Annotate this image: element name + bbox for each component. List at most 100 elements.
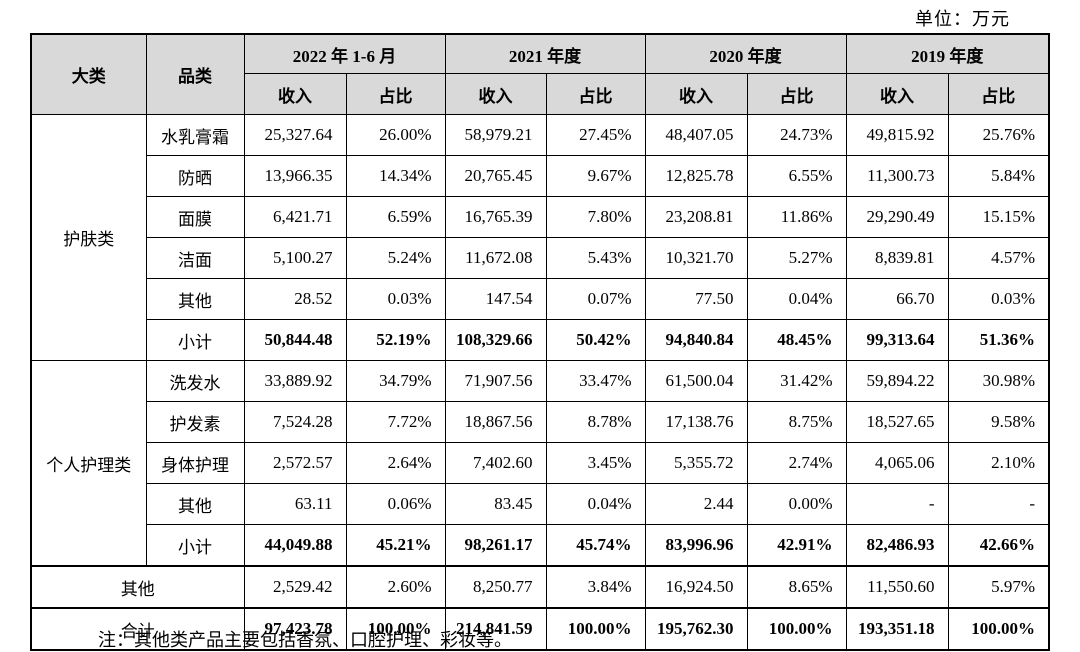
header-share: 占比 <box>345 73 446 115</box>
row-label-cell: 合计 <box>30 607 245 651</box>
major-category-cell: 个人护理类 <box>30 360 147 567</box>
unit-label: 单位：万元 <box>915 9 1010 29</box>
value-cell: 2.74% <box>746 442 847 484</box>
value-cell: 44,049.88 <box>243 524 347 567</box>
value-cell: 5.97% <box>947 565 1050 609</box>
value-cell: 16,924.50 <box>644 565 748 609</box>
value-cell: 50,844.48 <box>243 319 347 361</box>
row-label-cell: 其他 <box>145 483 245 525</box>
value-cell: 147.54 <box>444 278 547 320</box>
value-cell: 9.58% <box>947 401 1050 443</box>
value-cell: 11,672.08 <box>444 237 547 279</box>
header-revenue: 收入 <box>444 73 547 115</box>
header-period-2020: 2020 年度 <box>644 33 847 74</box>
value-cell: 63.11 <box>243 483 347 525</box>
value-cell: 25,327.64 <box>243 114 347 156</box>
value-cell: 48.45% <box>746 319 847 361</box>
row-label-cell: 水乳膏霜 <box>145 114 245 156</box>
table-row: 个人护理类 洗发水 33,889.92 34.79% 71,907.56 33.47% 61… <box>30 360 1050 567</box>
value-cell: 2,572.57 <box>243 442 347 484</box>
value-cell: 7.72% <box>345 401 446 443</box>
value-cell: 18,527.65 <box>845 401 949 443</box>
value-cell: 29,290.49 <box>845 196 949 238</box>
value-cell: 61,500.04 <box>644 360 748 402</box>
value-cell: 2,529.42 <box>243 565 347 609</box>
value-cell: 195,762.30 <box>644 607 748 651</box>
value-cell: 0.04% <box>545 483 646 525</box>
table-row: 小计 44,049.88 45.21% 98,261.17 45.74% 83,996.9… <box>31 524 1050 567</box>
value-cell: 97,423.78 <box>243 607 347 651</box>
value-cell: 50.42% <box>545 319 646 361</box>
value-cell: 5.84% <box>947 155 1050 197</box>
value-cell: 82,486.93 <box>845 524 949 567</box>
value-cell: 33.47% <box>545 360 646 402</box>
value-cell: 100.00% <box>947 607 1050 651</box>
value-cell: 0.06% <box>345 483 446 525</box>
value-cell: 58,979.21 <box>444 114 547 156</box>
row-label-cell: 面膜 <box>145 196 245 238</box>
table-body: 护肤类 水乳膏霜 25,327.64 26.00% 58,979.21 27.45% 48,… <box>30 114 1050 651</box>
value-cell: - <box>845 483 949 525</box>
value-cell: 9.67% <box>545 155 646 197</box>
value-cell: 83,996.96 <box>644 524 748 567</box>
value-cell: 45.74% <box>545 524 646 567</box>
value-cell: 0.03% <box>947 278 1050 320</box>
header-share: 占比 <box>545 73 646 115</box>
value-cell: 10,321.70 <box>644 237 748 279</box>
value-cell: 8.75% <box>746 401 847 443</box>
row-label-cell: 防晒 <box>145 155 245 197</box>
value-cell: 6,421.71 <box>243 196 347 238</box>
value-cell: 51.36% <box>947 319 1050 361</box>
value-cell: 16,765.39 <box>444 196 547 238</box>
value-cell: 59,894.22 <box>845 360 949 402</box>
header-revenue: 收入 <box>644 73 748 115</box>
value-cell: 52.19% <box>345 319 446 361</box>
value-cell: 5,355.72 <box>644 442 748 484</box>
row-label-cell: 其他 <box>145 278 245 320</box>
value-cell: 48,407.05 <box>644 114 748 156</box>
table-row: 身体护理 2,572.57 2.64% 7,402.60 3.45% 5,355.72 2.… <box>31 442 1050 484</box>
value-cell: 8,250.77 <box>444 565 547 609</box>
value-cell: 2.44 <box>644 483 748 525</box>
header-revenue: 收入 <box>845 73 949 115</box>
revenue-table: 大类 品类 2022 年 1-6 月 2021 年度 2020 年度 2019 … <box>30 33 1051 651</box>
value-cell: 31.42% <box>746 360 847 402</box>
table-row: 其他 2,529.42 2.60% 8,250.77 3.84% 16,924.50 8.6… <box>30 565 1050 609</box>
value-cell: 8,839.81 <box>845 237 949 279</box>
value-cell: 8.78% <box>545 401 646 443</box>
value-cell: 13,966.35 <box>243 155 347 197</box>
table-row: 洁面 5,100.27 5.24% 11,672.08 5.43% 10,321.70 5.… <box>31 237 1050 279</box>
header-major-category: 大类 <box>30 33 147 115</box>
value-cell: 20,765.45 <box>444 155 547 197</box>
value-cell: 15.15% <box>947 196 1050 238</box>
header-share: 占比 <box>746 73 847 115</box>
row-label-cell: 小计 <box>145 524 245 567</box>
value-cell: 0.03% <box>345 278 446 320</box>
value-cell: 77.50 <box>644 278 748 320</box>
value-cell: 24.73% <box>746 114 847 156</box>
value-cell: 34.79% <box>345 360 446 402</box>
row-label-cell: 洗发水 <box>145 360 245 402</box>
value-cell: 94,840.84 <box>644 319 748 361</box>
value-cell: 100.00% <box>545 607 646 651</box>
value-cell: 7,524.28 <box>243 401 347 443</box>
value-cell: 3.45% <box>545 442 646 484</box>
header-share: 占比 <box>947 73 1050 115</box>
header-period-2019: 2019 年度 <box>845 33 1050 74</box>
value-cell: 4,065.06 <box>845 442 949 484</box>
value-cell: 214,841.59 <box>444 607 547 651</box>
value-cell: 66.70 <box>845 278 949 320</box>
value-cell: 2.64% <box>345 442 446 484</box>
value-cell: 11,300.73 <box>845 155 949 197</box>
value-cell: 5,100.27 <box>243 237 347 279</box>
value-cell: 11,550.60 <box>845 565 949 609</box>
value-cell: 12,825.78 <box>644 155 748 197</box>
row-label-cell: 洁面 <box>145 237 245 279</box>
value-cell: 28.52 <box>243 278 347 320</box>
value-cell: 6.55% <box>746 155 847 197</box>
value-cell: - <box>947 483 1050 525</box>
value-cell: 108,329.66 <box>444 319 547 361</box>
value-cell: 99,313.64 <box>845 319 949 361</box>
value-cell: 0.00% <box>746 483 847 525</box>
row-label-cell: 小计 <box>145 319 245 361</box>
